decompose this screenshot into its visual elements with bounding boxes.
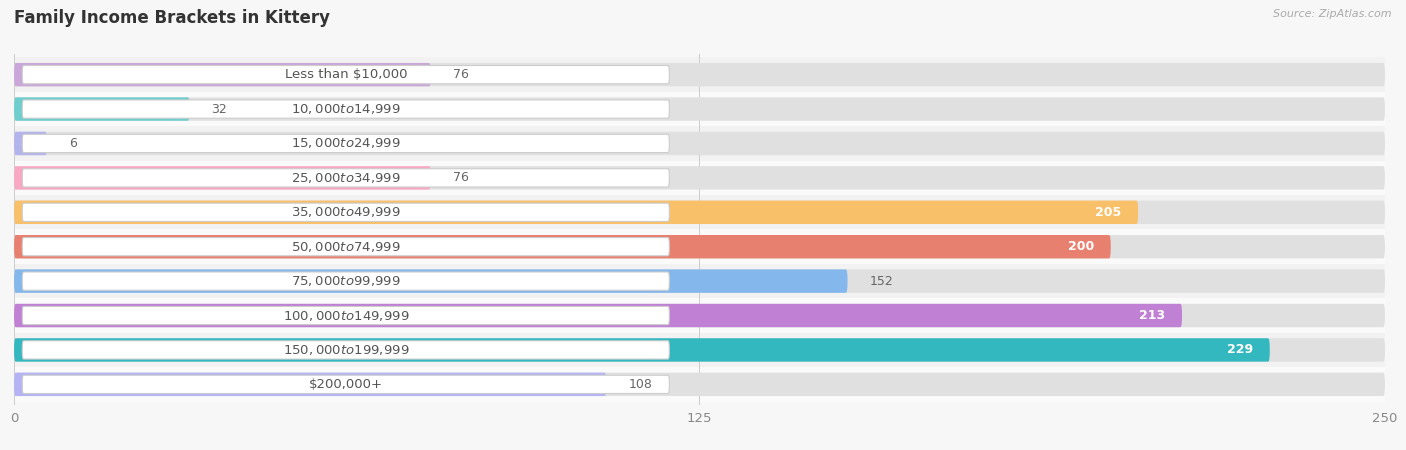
Bar [14,126,1385,161]
FancyBboxPatch shape [14,304,1385,327]
FancyBboxPatch shape [14,338,1270,362]
FancyBboxPatch shape [14,97,1385,121]
FancyBboxPatch shape [14,201,1139,224]
FancyBboxPatch shape [14,270,1385,293]
Text: 213: 213 [1139,309,1166,322]
FancyBboxPatch shape [22,169,669,187]
FancyBboxPatch shape [14,373,1385,396]
Text: $10,000 to $14,999: $10,000 to $14,999 [291,102,401,116]
Text: 200: 200 [1069,240,1094,253]
Bar [14,367,1385,401]
Bar [14,298,1385,333]
Text: 76: 76 [453,171,468,184]
Text: $150,000 to $199,999: $150,000 to $199,999 [283,343,409,357]
FancyBboxPatch shape [14,304,1182,327]
FancyBboxPatch shape [22,272,669,290]
Text: 108: 108 [628,378,652,391]
Text: $25,000 to $34,999: $25,000 to $34,999 [291,171,401,185]
FancyBboxPatch shape [14,132,46,155]
FancyBboxPatch shape [14,235,1385,258]
FancyBboxPatch shape [14,166,1385,189]
Bar [14,264,1385,298]
FancyBboxPatch shape [22,238,669,256]
Text: $50,000 to $74,999: $50,000 to $74,999 [291,240,401,254]
Bar [14,161,1385,195]
FancyBboxPatch shape [14,97,190,121]
Text: Family Income Brackets in Kittery: Family Income Brackets in Kittery [14,9,330,27]
Bar [14,230,1385,264]
FancyBboxPatch shape [14,132,1385,155]
Bar [14,333,1385,367]
FancyBboxPatch shape [14,166,430,189]
Text: 32: 32 [211,103,228,116]
FancyBboxPatch shape [14,63,430,86]
FancyBboxPatch shape [22,203,669,221]
Text: $75,000 to $99,999: $75,000 to $99,999 [291,274,401,288]
Bar [14,58,1385,92]
Bar [14,195,1385,230]
Text: 76: 76 [453,68,468,81]
Text: 205: 205 [1095,206,1122,219]
FancyBboxPatch shape [22,66,669,84]
Text: $100,000 to $149,999: $100,000 to $149,999 [283,309,409,323]
FancyBboxPatch shape [22,100,669,118]
FancyBboxPatch shape [14,270,848,293]
Text: $200,000+: $200,000+ [309,378,382,391]
Bar [14,92,1385,126]
FancyBboxPatch shape [14,63,1385,86]
Text: 152: 152 [869,274,893,288]
FancyBboxPatch shape [14,201,1385,224]
FancyBboxPatch shape [22,306,669,324]
Text: 229: 229 [1227,343,1253,356]
FancyBboxPatch shape [22,341,669,359]
FancyBboxPatch shape [14,338,1385,362]
FancyBboxPatch shape [22,375,669,393]
Text: 6: 6 [69,137,77,150]
Text: Source: ZipAtlas.com: Source: ZipAtlas.com [1274,9,1392,19]
FancyBboxPatch shape [22,135,669,153]
FancyBboxPatch shape [14,235,1111,258]
Text: $15,000 to $24,999: $15,000 to $24,999 [291,136,401,150]
FancyBboxPatch shape [14,373,606,396]
Text: $35,000 to $49,999: $35,000 to $49,999 [291,205,401,219]
Text: Less than $10,000: Less than $10,000 [284,68,408,81]
